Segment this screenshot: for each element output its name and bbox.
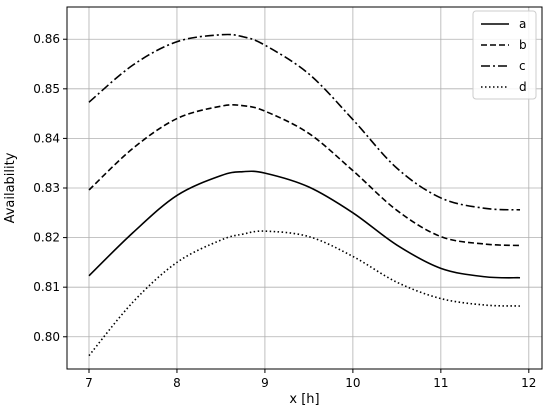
legend-label-c: c (519, 59, 526, 73)
x-tick-label: 7 (85, 376, 93, 390)
x-tick-label: 12 (521, 376, 536, 390)
y-axis-label: Availability (3, 152, 18, 223)
legend-label-d: d (519, 80, 527, 94)
x-axis-label: x [h] (289, 392, 319, 407)
series-line-a (88, 170, 521, 279)
series-line-c (88, 33, 521, 211)
legend-box (472, 10, 537, 100)
x-tick-label: 10 (345, 376, 360, 390)
y-tick-label: 0.86 (33, 32, 60, 46)
series-line-b (88, 104, 521, 247)
y-tick-label: 0.81 (33, 280, 60, 294)
y-tick-label: 0.84 (33, 131, 60, 145)
series-layer (88, 33, 521, 357)
ticks: 7 8 9 10 11 12 0.80 0.81 0.82 0.83 0.84 0.85 0.86 (33, 32, 536, 390)
x-tick-label: 9 (261, 376, 269, 390)
y-tick-label: 0.85 (33, 82, 60, 96)
series-line-d (88, 230, 521, 357)
y-tick-label: 0.83 (33, 181, 60, 195)
y-tick-label: 0.80 (33, 330, 60, 344)
x-tick-label: 8 (173, 376, 181, 390)
y-tick-label: 0.82 (33, 231, 60, 245)
x-tick-label: 11 (433, 376, 448, 390)
legend-label-a: a (519, 17, 526, 31)
legend-label-b: b (519, 38, 527, 52)
